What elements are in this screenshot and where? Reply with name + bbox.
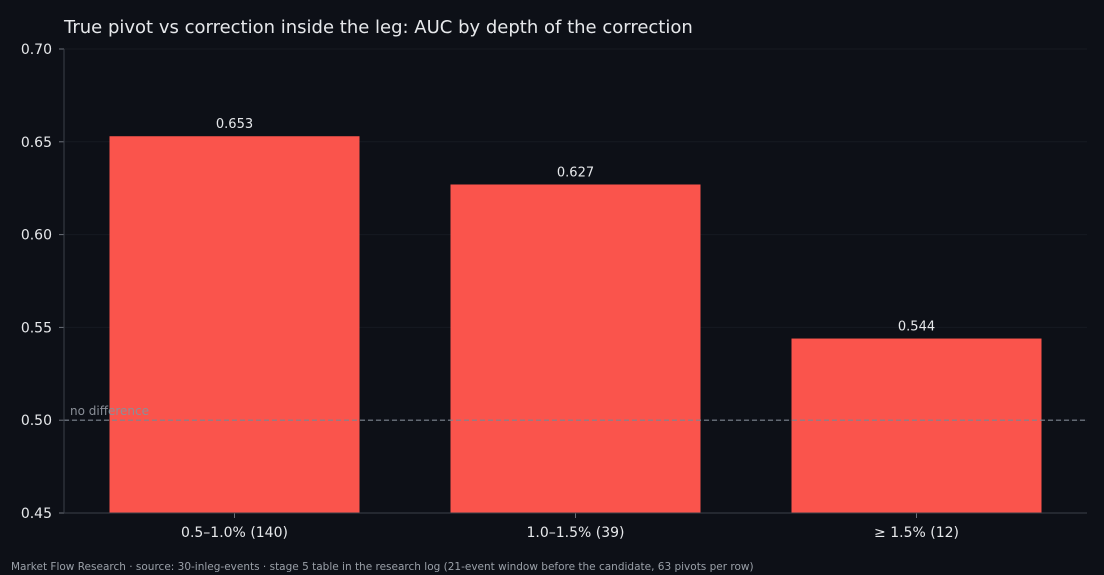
bar — [791, 338, 1042, 513]
y-tick-label: 0.55 — [21, 320, 52, 336]
axes: 0.45 0.50 0.55 0.60 0.65 0.70 0.5–1.0% (140) 1.… — [21, 42, 1087, 541]
y-tick-label: 0.60 — [21, 228, 52, 244]
data-label: 0.627 — [557, 165, 594, 180]
footer-source-note: Market Flow Research · source: 30-inleg-… — [11, 561, 754, 573]
bar — [450, 184, 701, 513]
x-tick-label: 0.5–1.0% (140) — [181, 525, 288, 541]
bars — [109, 136, 1042, 513]
chart-title: True pivot vs correction inside the leg:… — [63, 17, 693, 38]
y-tick-label: 0.45 — [21, 506, 52, 522]
data-labels: 0.653 0.627 0.544 — [216, 117, 935, 334]
x-tick-label: 1.0–1.5% (39) — [526, 525, 624, 541]
y-tick-label: 0.70 — [21, 42, 52, 58]
reference-line-label: no difference — [70, 404, 149, 418]
data-label: 0.544 — [898, 320, 935, 335]
data-label: 0.653 — [216, 117, 253, 132]
reference-line-group: no difference — [64, 404, 1087, 421]
y-tick-label: 0.50 — [21, 413, 52, 429]
y-tick-label: 0.65 — [21, 135, 52, 151]
bar — [109, 136, 360, 513]
x-tick-label: ≥ 1.5% (12) — [874, 525, 959, 541]
